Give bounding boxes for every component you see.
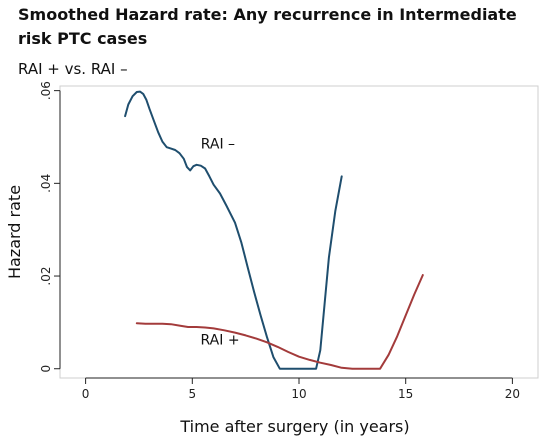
series-line-rai-negative <box>124 90 343 370</box>
series-layer <box>124 90 424 370</box>
y-tick-label: .04 <box>39 174 53 193</box>
x-tick-label: 0 <box>82 387 90 401</box>
x-axis-title: Time after surgery (in years) <box>179 417 409 436</box>
x-tick-label: 15 <box>398 387 413 401</box>
x-tick-label: 10 <box>291 387 306 401</box>
series-label-rai-positive: RAI + <box>201 333 240 349</box>
y-tick-label: .06 <box>39 81 53 100</box>
chart-subtitle: RAI + vs. RAI – <box>18 60 128 78</box>
y-tick-label: 0 <box>39 365 53 373</box>
axes: 0 .02 .04 .06 0 5 10 15 20 <box>39 81 520 401</box>
series-label-rai-negative: RAI – <box>201 137 235 153</box>
series-line-rai-positive <box>135 274 424 370</box>
y-axis-title: Hazard rate <box>5 185 24 279</box>
plot-frame <box>59 85 539 379</box>
x-tick-label: 20 <box>505 387 520 401</box>
x-tick-label: 5 <box>188 387 196 401</box>
y-tick-label: .02 <box>39 266 53 285</box>
labels-layer: RAI – RAI + <box>201 137 240 349</box>
chart-title: Smoothed Hazard rate: Any recurrence in … <box>18 5 517 48</box>
